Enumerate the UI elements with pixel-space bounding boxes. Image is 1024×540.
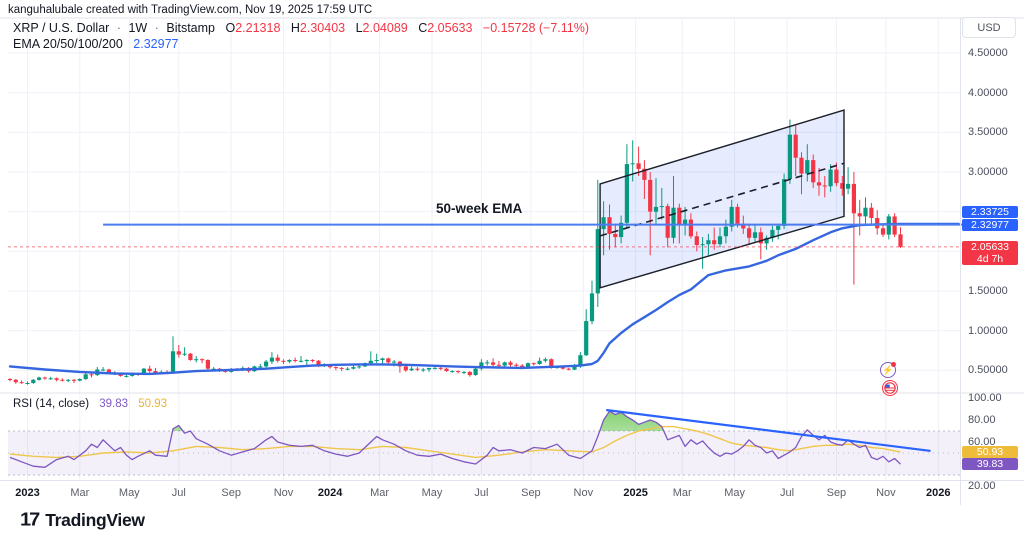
open-letter: O	[225, 21, 236, 35]
rsi-axis-label: 100.00	[968, 392, 1002, 404]
price-badge: 2.05633 4d 7h	[962, 240, 1018, 266]
symbol-name[interactable]: XRP / U.S. Dollar	[13, 21, 110, 35]
price-axis-label: 3.50000	[968, 126, 1008, 139]
price-axis-label: 1.00000	[968, 324, 1008, 337]
time-axis-label: 2025	[623, 487, 648, 499]
rsi-value: 39.83	[99, 398, 129, 410]
interval[interactable]: 1W	[128, 21, 148, 35]
time-axis-label: 2026	[926, 487, 951, 499]
fifty-week-ema-annotation[interactable]: 50-week EMA	[436, 201, 523, 216]
rsi-legend[interactable]: RSI (14, close) 39.83 50.93	[13, 398, 167, 410]
price-axis-label: 3.00000	[968, 165, 1008, 178]
time-axis-label: Jul	[171, 487, 186, 499]
separator: ·	[154, 21, 159, 35]
symbol-legend[interactable]: XRP / U.S. Dollar · 1W · Bitstamp O2.213…	[13, 21, 589, 35]
change-value: −0.15728 (−7.11%)	[482, 21, 590, 35]
tradingview-branding[interactable]: 17 TradingView	[20, 509, 145, 532]
time-axis-label: Jul	[779, 487, 795, 499]
time-axis-label: Nov	[876, 487, 896, 499]
time-axis-label: Jul	[474, 487, 489, 499]
time-axis-label: Nov	[273, 487, 294, 499]
flag-globe-event-icon[interactable]	[882, 380, 898, 396]
time-axis-label: May	[421, 487, 443, 499]
close-value: 2.05633	[427, 21, 473, 35]
exchange[interactable]: Bitstamp	[166, 21, 215, 35]
price-axis-label: 0.50000	[968, 364, 1008, 377]
price-badge: 2.33725	[962, 206, 1018, 219]
time-axis-label: May	[724, 487, 745, 499]
tradingview-logo-icon: 17	[20, 509, 40, 531]
low-value: 2.04089	[362, 21, 408, 35]
rsi-axis-label: 60.00	[968, 436, 996, 448]
currency-button[interactable]: USD	[962, 17, 1016, 38]
price-axis-label: 1.50000	[968, 284, 1008, 297]
separator: ·	[116, 21, 121, 35]
time-axis-label: Sep	[826, 487, 847, 499]
time-axis-label: Mar	[370, 487, 390, 499]
rsi-axis-label: 20.00	[968, 480, 996, 492]
rsi-badge: 39.83	[962, 458, 1018, 471]
rsi-ma-value: 50.93	[138, 398, 168, 410]
time-axis-label: 2024	[317, 487, 343, 499]
time-axis-label: Nov	[573, 487, 594, 499]
notification-dot-icon	[891, 362, 896, 367]
time-axis-label: Mar	[672, 487, 692, 499]
rsi-title[interactable]: RSI (14, close)	[13, 398, 90, 410]
time-axis-label: 2023	[15, 487, 40, 499]
low-letter: L	[355, 21, 363, 35]
ema-indicator-title[interactable]: EMA 20/50/100/200	[13, 37, 123, 51]
price-badge: 2.32977	[962, 219, 1018, 232]
time-axis-label: Mar	[70, 487, 90, 499]
rsi-axis-label: 80.00	[968, 414, 996, 426]
time-axis-label: Sep	[521, 487, 541, 499]
globe-flag-glyph-icon	[884, 382, 896, 394]
price-axis-label: 4.50000	[968, 47, 1008, 59]
time-axis-label: Sep	[221, 487, 241, 499]
close-letter: C	[418, 21, 428, 35]
ema-indicator-legend[interactable]: EMA 20/50/100/200 2.32977	[13, 37, 178, 51]
attribution: kanguhalubale created with TradingView.c…	[8, 4, 373, 16]
open-value: 2.21318	[235, 21, 281, 35]
high-value: 2.30403	[299, 21, 346, 35]
boost-event-icon[interactable]: ⚡	[880, 362, 896, 378]
ema-indicator-value: 2.32977	[133, 37, 179, 51]
rsi-badge: 50.93	[962, 445, 1018, 459]
time-axis-label: May	[118, 487, 140, 499]
price-axis-label: 4.00000	[968, 86, 1008, 99]
high-letter: H	[290, 21, 300, 35]
tradingview-wordmark: TradingView	[45, 510, 145, 530]
